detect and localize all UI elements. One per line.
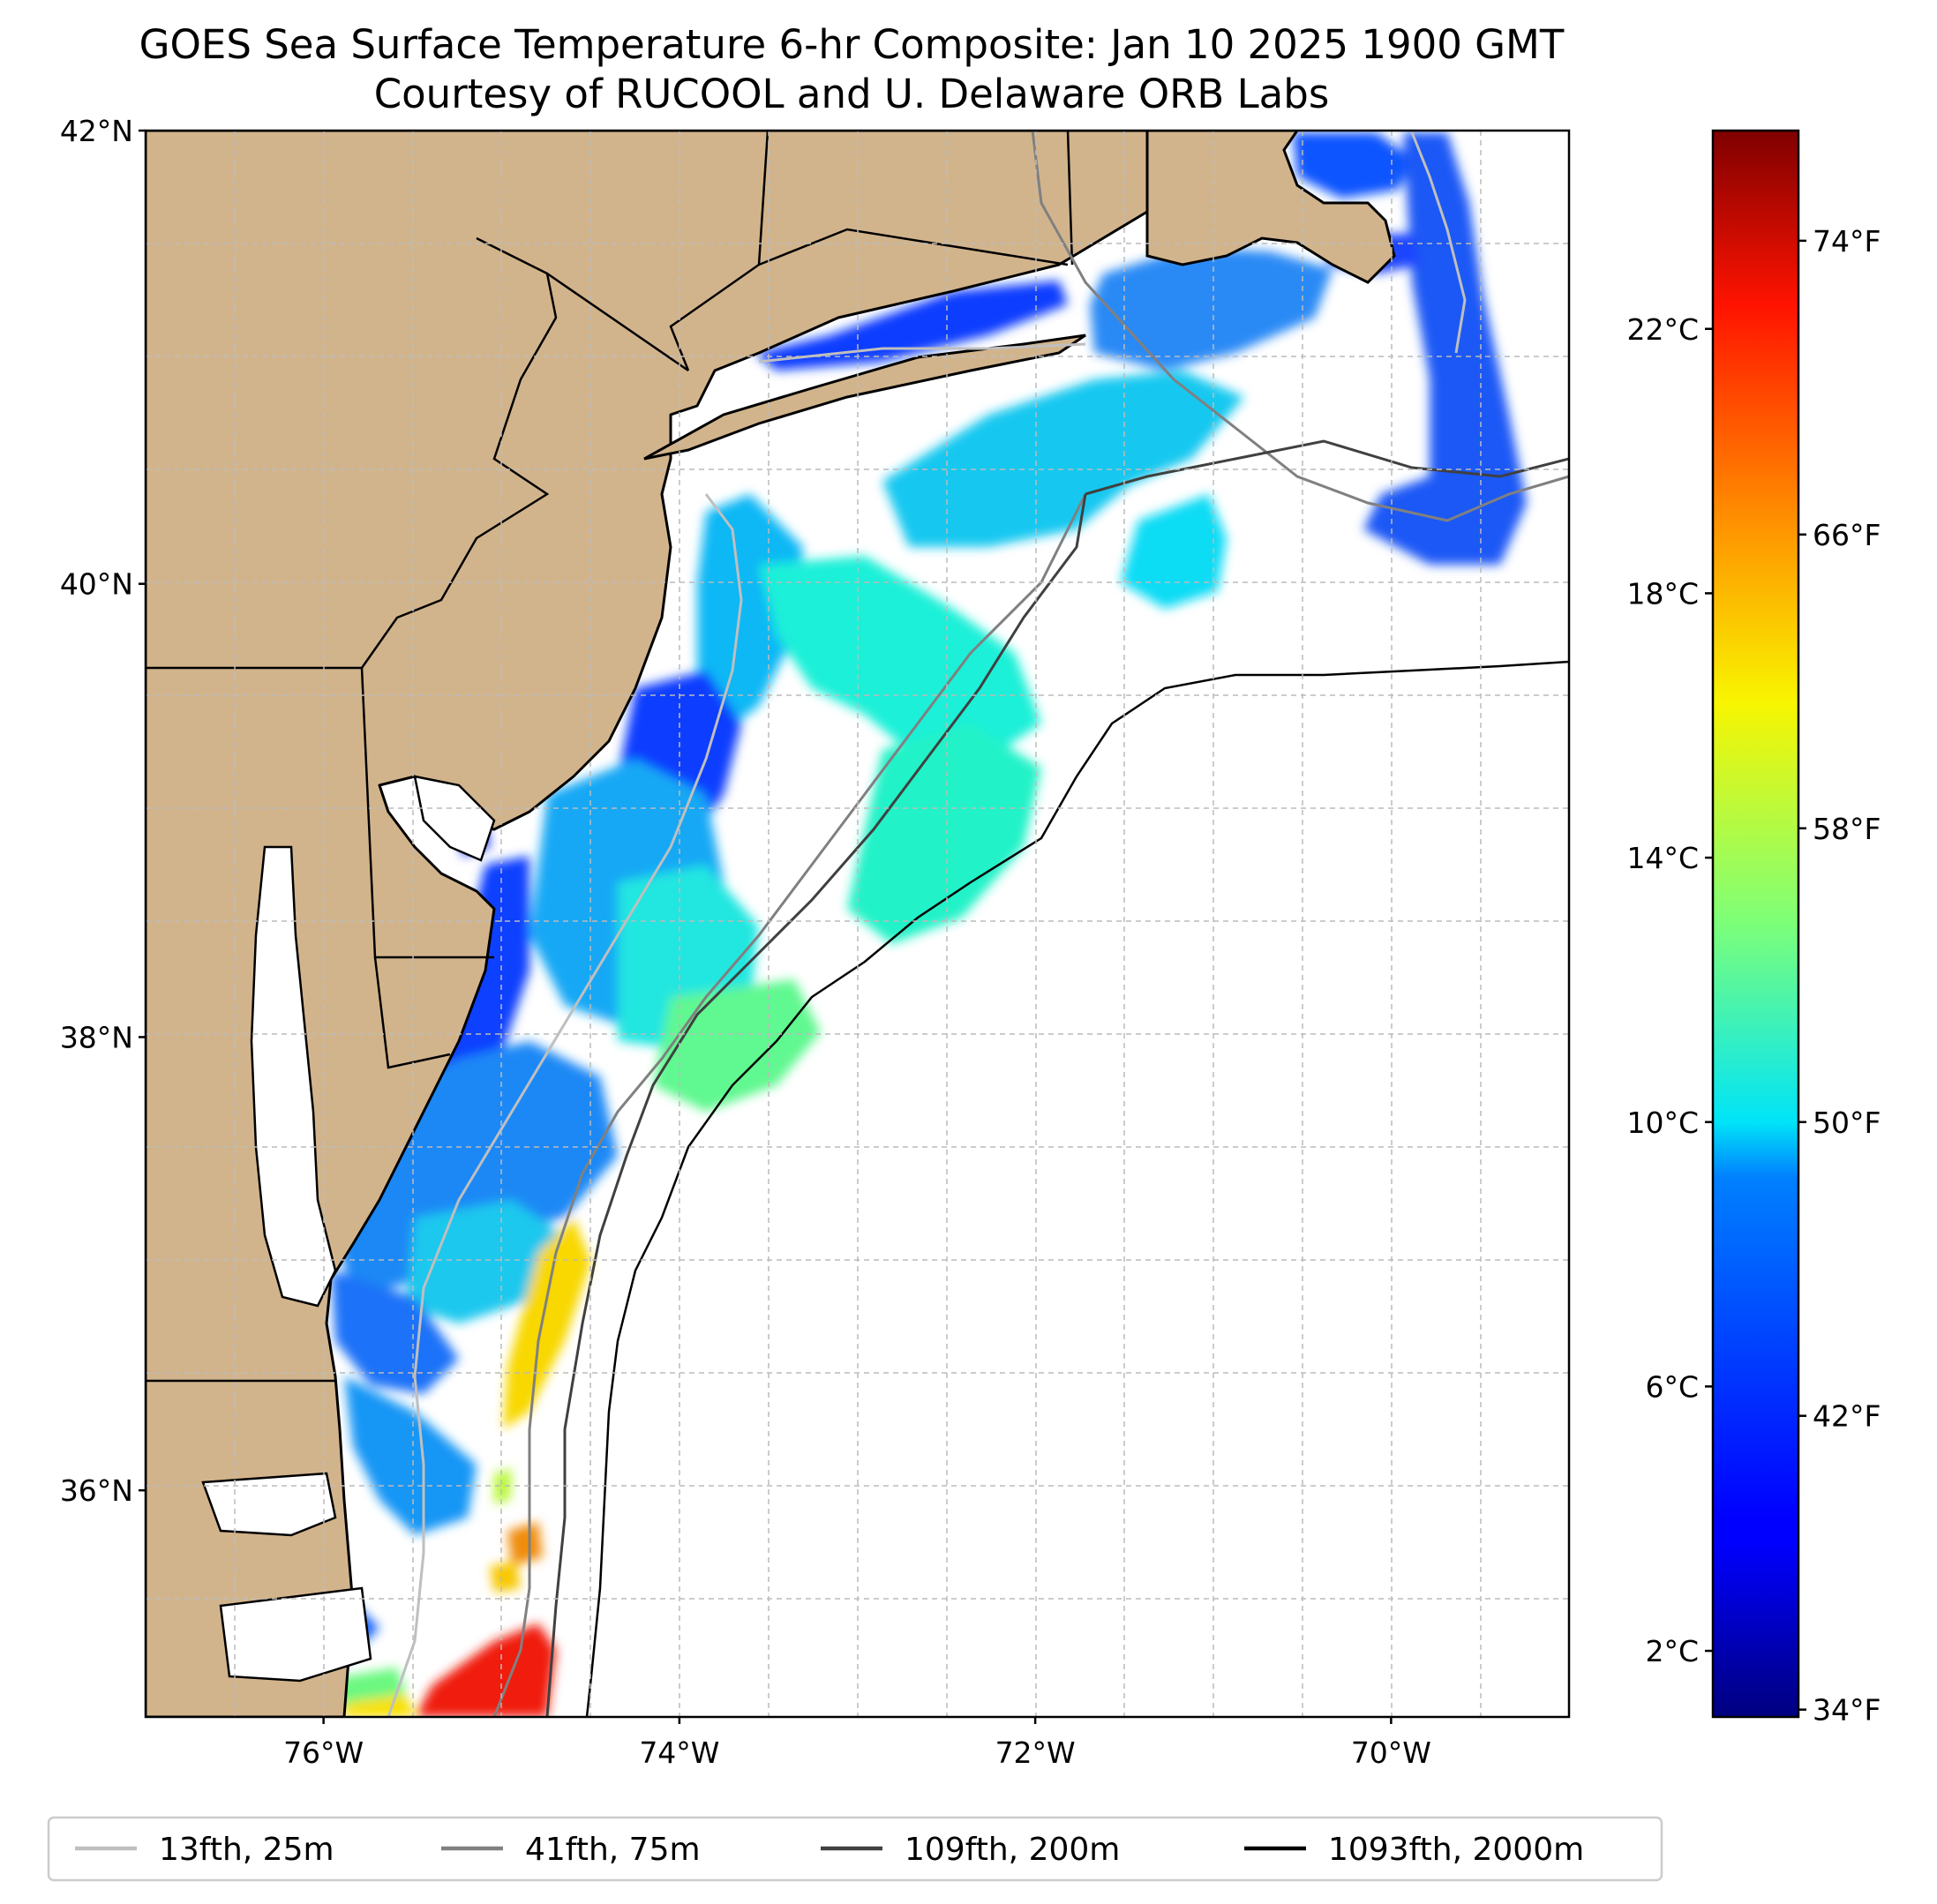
lon-tick-label: 74°W (639, 1735, 719, 1770)
sst-patch-cape-hatteras-yellow (344, 1694, 415, 1717)
map-frame (144, 129, 1571, 1719)
sst-patch-southern-new-england (1090, 247, 1333, 371)
sst-patch-georges-bank (1363, 132, 1527, 565)
sst-patch-chesapeake-mouth (331, 1271, 459, 1394)
isobath-2000m (585, 660, 1569, 1717)
lon-tick-label: 72°W (995, 1735, 1076, 1770)
sst-patch-gulf-stream-yellow-south (490, 1562, 521, 1593)
sst-patch-nj-shelf (697, 494, 803, 732)
longitude-axis: 76°W 74°W 72°W 70°W (283, 1717, 1431, 1770)
fahrenheit-tick-label: 66°F (1813, 518, 1881, 552)
legend-label-25m: 13fth, 25m (159, 1832, 334, 1868)
colorbar: 2°C 6°C 10°C 14°C 18°C 22°C 34°F 42°F 50°F 58°F 6… (1626, 129, 1881, 1728)
fahrenheit-tick-label: 34°F (1813, 1693, 1881, 1728)
isobath-200m (545, 439, 1569, 1717)
pamlico-sound-water (201, 1472, 337, 1537)
isobath-25m (387, 131, 1467, 1717)
title-line-1: GOES Sea Surface Temperature 6-hr Compos… (139, 21, 1565, 68)
fahrenheit-tick-label: 74°F (1813, 224, 1881, 259)
gridlines (146, 131, 1569, 1717)
celsius-tick-label: 2°C (1645, 1634, 1699, 1668)
fahrenheit-tick-label: 58°F (1813, 812, 1881, 846)
celsius-tick-label: 22°C (1626, 312, 1699, 347)
sst-patch-shelf-cyan (882, 371, 1244, 547)
lat-tick-label: 40°N (60, 567, 133, 602)
celsius-tick-label: 10°C (1626, 1106, 1699, 1140)
pamlico-sound-south-water (219, 1586, 372, 1683)
sst-patch-gulf-stream-yellow (503, 1218, 591, 1429)
lat-tick-label: 38°N (60, 1020, 133, 1054)
colorbar-fahrenheit-axis: 34°F 42°F 50°F 58°F 66°F 74°F (1798, 224, 1881, 1728)
fahrenheit-tick-label: 42°F (1813, 1399, 1881, 1434)
celsius-tick-label: 18°C (1626, 576, 1699, 611)
legend-label-75m: 41fth, 75m (525, 1832, 701, 1868)
lon-tick-label: 70°W (1351, 1735, 1431, 1770)
state-borders (146, 131, 1074, 1383)
celsius-tick-label: 14°C (1626, 841, 1699, 875)
delaware-bay-water (413, 775, 496, 862)
title-line-2: Courtesy of RUCOOL and U. Delaware ORB L… (374, 71, 1330, 117)
land-cape-cod (1145, 131, 1396, 284)
celsius-tick-label: 6°C (1645, 1369, 1699, 1404)
sst-patch-gulf-stream-green (494, 1469, 512, 1504)
sst-patch-long-island-sound (755, 281, 1068, 371)
sst-patch-gulf-of-maine (1293, 132, 1412, 199)
map-area (146, 131, 1569, 1717)
sst-patch-mid-shelf-aqua (759, 556, 1041, 759)
colorbar-celsius-axis: 2°C 6°C 10°C 14°C 18°C 22°C (1626, 312, 1713, 1668)
legend: 13fth, 25m 41fth, 75m 109fth, 200m 1093f… (47, 1816, 1663, 1882)
latitude-axis: 42°N 40°N 38°N 36°N (60, 114, 146, 1508)
isobath-75m (492, 131, 1569, 1717)
sst-patch-gulf-stream-orange (507, 1522, 543, 1566)
legend-label-200m: 109fth, 200m (905, 1832, 1120, 1868)
sst-patch-outer-banks-north (344, 1376, 477, 1535)
colorbar-gradient (1711, 129, 1800, 1719)
lat-tick-label: 36°N (60, 1473, 133, 1508)
fahrenheit-tick-label: 50°F (1813, 1106, 1881, 1140)
sst-patch-hudson-canyon (847, 723, 1041, 944)
sst-patch-shelf-cyan-east (1121, 494, 1227, 609)
lat-tick-label: 42°N (60, 114, 133, 148)
chesapeake-bay-water (250, 845, 337, 1308)
lon-tick-label: 76°W (283, 1735, 364, 1770)
legend-label-2000m: 1093fth, 2000m (1328, 1832, 1584, 1868)
